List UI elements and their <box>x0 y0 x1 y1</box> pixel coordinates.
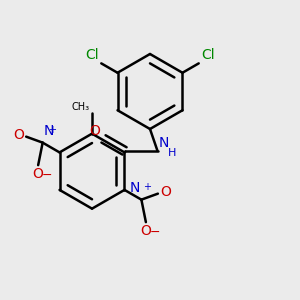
Text: +: + <box>143 182 152 193</box>
Text: O: O <box>90 124 101 138</box>
Text: +: + <box>48 125 56 136</box>
Text: Cl: Cl <box>85 48 99 62</box>
Text: O: O <box>13 128 24 142</box>
Text: CH₃: CH₃ <box>71 101 90 112</box>
Text: O: O <box>33 167 44 181</box>
Text: N: N <box>130 181 140 195</box>
Text: O: O <box>140 224 151 238</box>
Text: N: N <box>44 124 54 138</box>
Text: −: − <box>42 169 52 182</box>
Text: H: H <box>167 148 176 158</box>
Text: Cl: Cl <box>201 48 215 62</box>
Text: −: − <box>149 226 160 239</box>
Text: O: O <box>160 185 171 199</box>
Text: N: N <box>159 136 169 150</box>
